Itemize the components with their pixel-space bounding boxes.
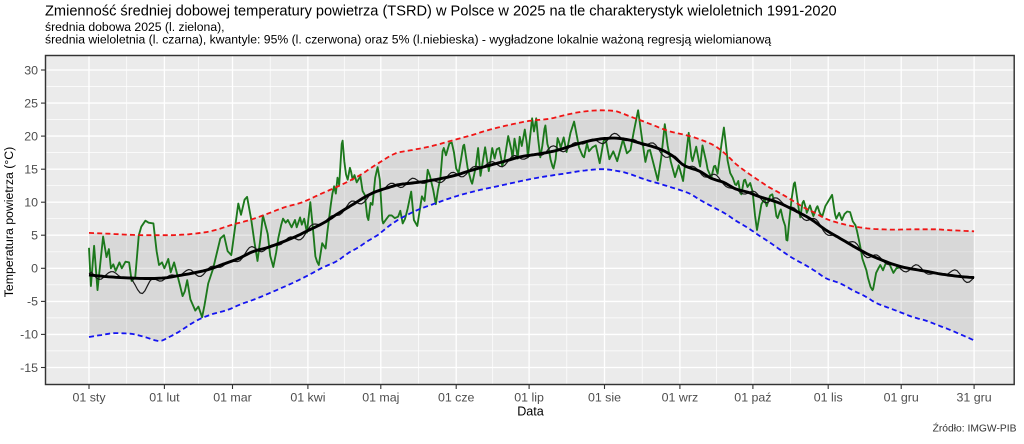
svg-text:30: 30 [24, 63, 38, 77]
svg-text:-15: -15 [20, 361, 38, 375]
svg-text:01 lut: 01 lut [149, 391, 180, 405]
svg-text:średnia dobowa 2025 (l. zielon: średnia dobowa 2025 (l. zielona), [45, 20, 225, 34]
svg-text:01 kwi: 01 kwi [290, 391, 325, 405]
svg-text:01 paź: 01 paź [734, 391, 771, 405]
svg-text:01 lip: 01 lip [514, 391, 544, 405]
svg-text:01 sie: 01 sie [588, 391, 621, 405]
svg-text:15: 15 [24, 163, 38, 177]
svg-text:Temperatura powietrza (°C): Temperatura powietrza (°C) [2, 147, 16, 297]
svg-text:0: 0 [31, 262, 38, 276]
svg-text:średnia wieloletnia (l. czarna: średnia wieloletnia (l. czarna), kwantyl… [45, 32, 771, 46]
svg-text:5: 5 [31, 229, 38, 243]
svg-text:01 lis: 01 lis [814, 391, 843, 405]
svg-text:Zmienność średniej dobowej tem: Zmienność średniej dobowej temperatury p… [45, 4, 837, 20]
svg-text:-5: -5 [27, 295, 38, 309]
svg-text:-10: -10 [20, 328, 38, 342]
svg-text:31 gru: 31 gru [957, 391, 992, 405]
svg-text:01 cze: 01 cze [438, 391, 475, 405]
svg-text:Źródło: IMGW-PIB: Źródło: IMGW-PIB [933, 422, 1017, 435]
svg-text:10: 10 [24, 196, 38, 210]
svg-text:Data: Data [517, 405, 544, 419]
svg-text:20: 20 [24, 129, 38, 143]
svg-text:01 mar: 01 mar [213, 391, 252, 405]
svg-text:01 sty: 01 sty [72, 391, 106, 405]
svg-text:25: 25 [24, 96, 38, 110]
svg-text:01 wrz: 01 wrz [662, 391, 699, 405]
svg-text:01 maj: 01 maj [362, 391, 399, 405]
svg-text:01 gru: 01 gru [884, 391, 919, 405]
